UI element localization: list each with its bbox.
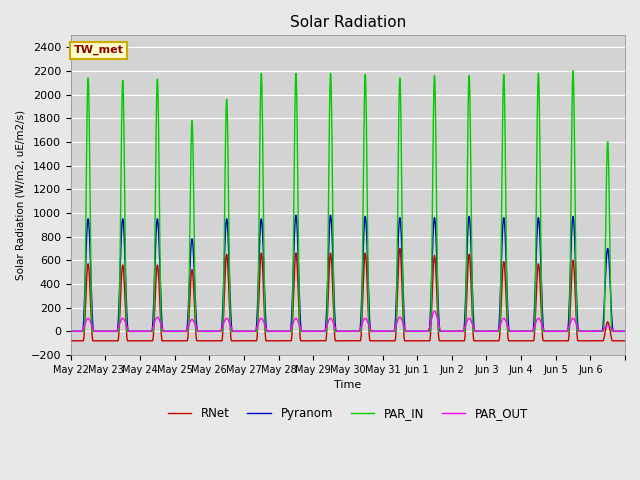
PAR_OUT xyxy=(621,328,629,334)
Pyranom xyxy=(182,328,189,334)
Pyranom xyxy=(369,328,376,334)
RNet xyxy=(396,246,404,252)
RNet xyxy=(182,338,189,344)
RNet xyxy=(369,338,376,344)
Text: TW_met: TW_met xyxy=(74,45,124,55)
PAR_IN xyxy=(621,328,629,334)
Y-axis label: Solar Radiation (W/m2, uE/m2/s): Solar Radiation (W/m2, uE/m2/s) xyxy=(15,110,25,280)
Pyranom xyxy=(527,328,535,334)
Pyranom xyxy=(541,328,549,334)
Title: Solar Radiation: Solar Radiation xyxy=(290,15,406,30)
Pyranom xyxy=(621,328,629,334)
PAR_IN xyxy=(369,328,376,334)
PAR_OUT xyxy=(431,308,438,314)
Line: RNet: RNet xyxy=(71,249,625,341)
PAR_OUT xyxy=(182,328,189,334)
PAR_IN xyxy=(500,72,508,78)
PAR_IN xyxy=(398,217,406,223)
RNet xyxy=(67,338,75,344)
Legend: RNet, Pyranom, PAR_IN, PAR_OUT: RNet, Pyranom, PAR_IN, PAR_OUT xyxy=(163,402,532,425)
PAR_OUT xyxy=(398,318,406,324)
Line: PAR_OUT: PAR_OUT xyxy=(71,311,625,331)
Pyranom xyxy=(292,213,300,218)
PAR_OUT xyxy=(541,328,549,334)
Line: Pyranom: Pyranom xyxy=(71,216,625,331)
RNet xyxy=(527,338,535,344)
PAR_OUT xyxy=(369,328,376,334)
RNet xyxy=(621,338,629,344)
PAR_IN xyxy=(527,328,535,334)
PAR_IN xyxy=(541,328,549,334)
X-axis label: Time: Time xyxy=(334,380,362,390)
Pyranom xyxy=(500,215,508,221)
PAR_OUT xyxy=(527,328,535,334)
PAR_OUT xyxy=(500,315,508,321)
Pyranom xyxy=(398,258,406,264)
RNet xyxy=(398,290,406,296)
Pyranom xyxy=(67,328,75,334)
PAR_OUT xyxy=(67,328,75,334)
PAR_IN xyxy=(182,328,189,334)
PAR_IN xyxy=(569,68,577,74)
RNet xyxy=(541,338,549,344)
Line: PAR_IN: PAR_IN xyxy=(71,71,625,331)
PAR_IN xyxy=(67,328,75,334)
RNet xyxy=(500,259,508,265)
